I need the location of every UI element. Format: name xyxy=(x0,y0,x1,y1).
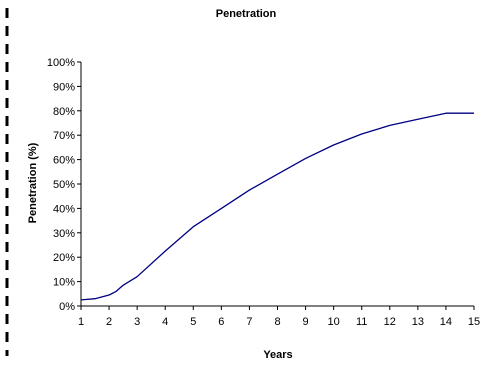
x-tick-label: 1 xyxy=(78,316,84,328)
x-tick-label: 8 xyxy=(274,316,280,328)
series-layer xyxy=(80,112,474,301)
y-tick-label: 40% xyxy=(53,203,75,215)
x-tick-label: 11 xyxy=(356,316,367,328)
series-line-penetration xyxy=(80,112,474,301)
chart-title: Penetration xyxy=(216,8,277,20)
y-tick-label: 20% xyxy=(53,252,75,264)
x-tick-label: 13 xyxy=(412,316,424,328)
y-tick-label: 100% xyxy=(47,57,75,69)
x-tick-label: 4 xyxy=(162,316,168,328)
y-tick-label: 10% xyxy=(53,277,75,289)
y-tick-label: 90% xyxy=(53,81,75,93)
x-tick-label: 10 xyxy=(328,316,340,328)
x-tick-label: 6 xyxy=(218,316,224,328)
y-axis-label: Penetration (%) xyxy=(27,142,39,223)
y-tick-label: 70% xyxy=(53,130,75,142)
x-tick-label: 9 xyxy=(303,316,309,328)
x-tick-label: 14 xyxy=(440,316,452,328)
y-tick-label: 60% xyxy=(53,155,75,167)
x-tick-label: 12 xyxy=(384,316,396,328)
axes xyxy=(80,62,474,307)
y-tick-label: 50% xyxy=(53,179,75,191)
y-tick-label: 0% xyxy=(59,301,75,313)
x-tick-label: 7 xyxy=(246,316,252,328)
x-tick-label: 2 xyxy=(106,316,112,328)
y-axis-ticks: 0% 10% 20% 30% 40% 50% 60% 70% 80% 90% 100% xyxy=(47,57,81,313)
x-axis-label: Years xyxy=(263,349,292,361)
y-tick-label: 30% xyxy=(53,228,75,240)
x-tick-label: 3 xyxy=(134,316,140,328)
x-tick-label: 5 xyxy=(190,316,196,328)
y-tick-label: 80% xyxy=(53,106,75,118)
x-axis-ticks: 1 2 3 4 5 6 7 8 9 10 11 12 13 14 15 xyxy=(78,306,480,328)
x-tick-label: 15 xyxy=(468,316,480,328)
